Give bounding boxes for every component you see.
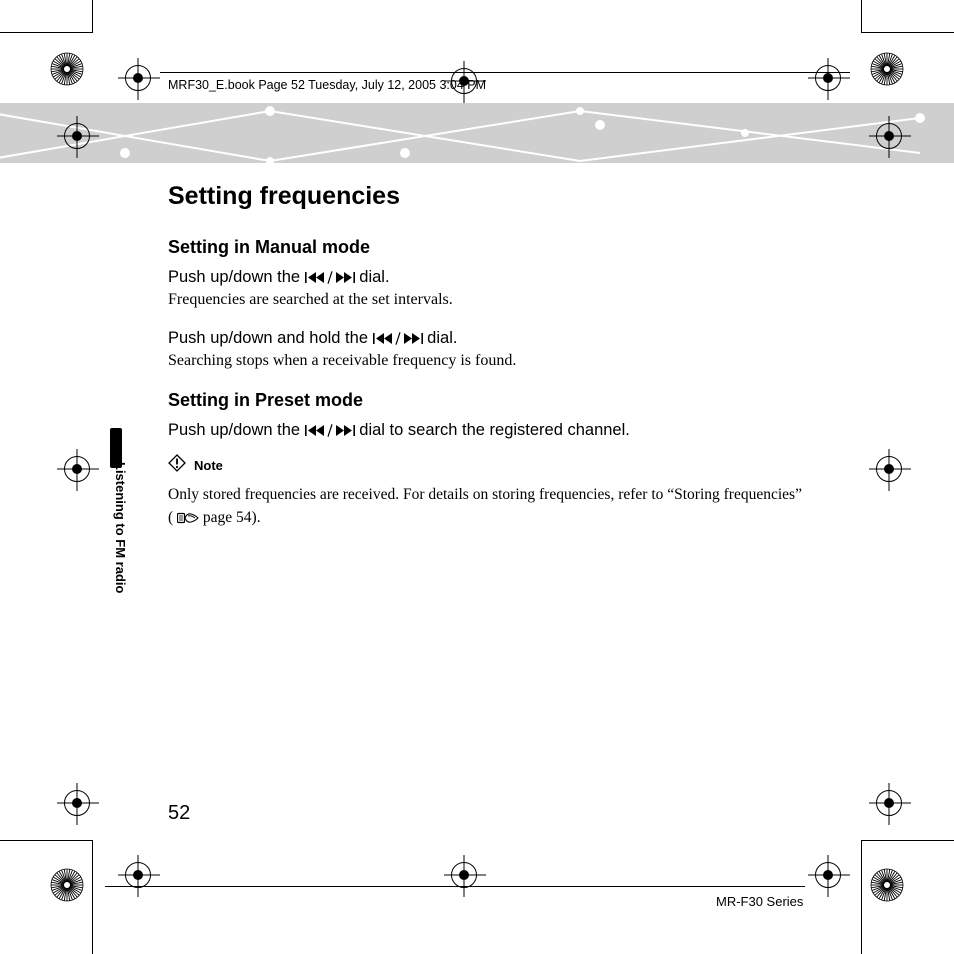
color-registration-mark: [870, 52, 904, 86]
pointer-icon: [177, 509, 199, 532]
registration-mark: [64, 790, 90, 816]
body-line: Push up/down and hold the dial.: [168, 329, 838, 348]
prev-next-dial-icon: [305, 271, 355, 284]
text: Push up/down the: [168, 268, 305, 286]
crop-mark: [861, 840, 954, 841]
crop-mark: [92, 840, 93, 954]
note-text: ( page 54).: [168, 506, 838, 532]
registration-mark: [125, 862, 151, 888]
text: page 54).: [203, 509, 261, 526]
page-title: Setting frequencies: [168, 182, 838, 211]
decorative-banner: [0, 103, 954, 163]
note-header: Note: [168, 454, 838, 477]
registration-mark: [815, 65, 841, 91]
crop-mark: [0, 32, 93, 33]
text: Push up/down and hold the: [168, 329, 373, 347]
page-content: Setting frequencies Setting in Manual mo…: [168, 182, 838, 533]
registration-mark: [125, 65, 151, 91]
text: Push up/down the: [168, 421, 305, 439]
section-label: Listening to FM radio: [113, 462, 128, 593]
footer-rule: [105, 886, 805, 887]
text: dial to search the registered channel.: [359, 421, 630, 439]
registration-mark: [876, 790, 902, 816]
crop-mark: [861, 32, 954, 33]
crop-mark: [0, 840, 93, 841]
color-registration-mark: [50, 52, 84, 86]
registration-mark: [815, 862, 841, 888]
subheading-preset: Setting in Preset mode: [168, 390, 838, 411]
color-registration-mark: [50, 868, 84, 902]
header-text: MRF30_E.book Page 52 Tuesday, July 12, 2…: [168, 78, 486, 92]
prev-next-dial-icon: [373, 332, 423, 345]
registration-mark: [64, 123, 90, 149]
text: (: [168, 509, 177, 526]
note-label: Note: [194, 458, 223, 473]
text: dial.: [359, 268, 389, 286]
registration-mark: [451, 862, 477, 888]
crop-mark: [861, 840, 862, 954]
registration-mark: [451, 68, 477, 94]
body-line: Push up/down the dial to search the regi…: [168, 421, 838, 440]
caution-icon: [168, 454, 186, 477]
prev-next-dial-icon: [305, 424, 355, 437]
body-subline: Searching stops when a receivable freque…: [168, 352, 838, 370]
body-line: Push up/down the dial.: [168, 268, 838, 287]
crop-mark: [92, 0, 93, 33]
crop-mark: [861, 0, 862, 33]
series-label: MR-F30 Series: [716, 894, 803, 909]
text: dial.: [427, 329, 457, 347]
subheading-manual: Setting in Manual mode: [168, 237, 838, 258]
page-number: 52: [168, 802, 190, 825]
registration-mark: [64, 456, 90, 482]
header-rule: [160, 72, 850, 73]
body-subline: Frequencies are searched at the set inte…: [168, 291, 838, 309]
registration-mark: [876, 123, 902, 149]
registration-mark: [876, 456, 902, 482]
color-registration-mark: [870, 868, 904, 902]
note-text: Only stored frequencies are received. Fo…: [168, 483, 838, 506]
